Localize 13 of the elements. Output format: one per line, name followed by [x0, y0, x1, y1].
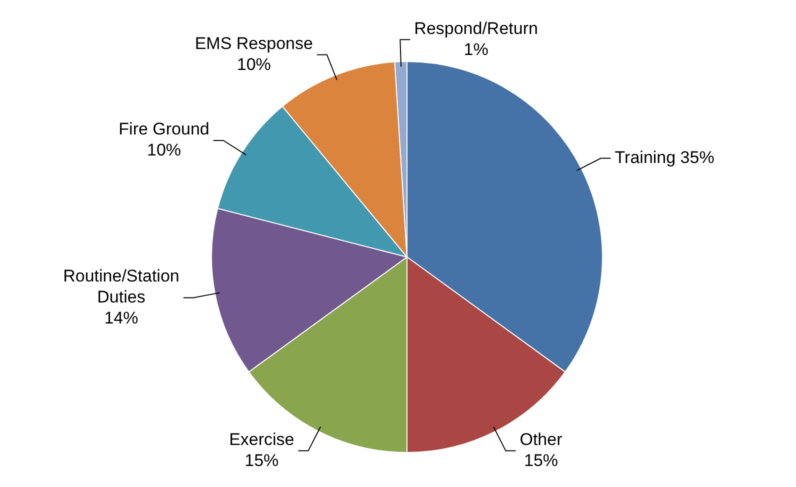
data-label: 15%	[524, 450, 558, 470]
slice-label: EMS Response	[194, 34, 313, 53]
data-label: 10%	[236, 54, 271, 74]
slice-label: Respond/Return	[414, 18, 538, 38]
slice-label: Other	[520, 430, 563, 449]
slice-label: Fire Ground	[118, 120, 210, 139]
data-label: 1%	[464, 40, 488, 59]
data-label: 14%	[104, 308, 138, 328]
data-label: 15%	[244, 450, 279, 470]
slice-label: Exercise	[229, 430, 294, 449]
slice-label: Training 35%	[614, 148, 714, 167]
slice-label: Routine/Station Duties	[63, 266, 180, 306]
data-label: 10%	[146, 140, 182, 160]
